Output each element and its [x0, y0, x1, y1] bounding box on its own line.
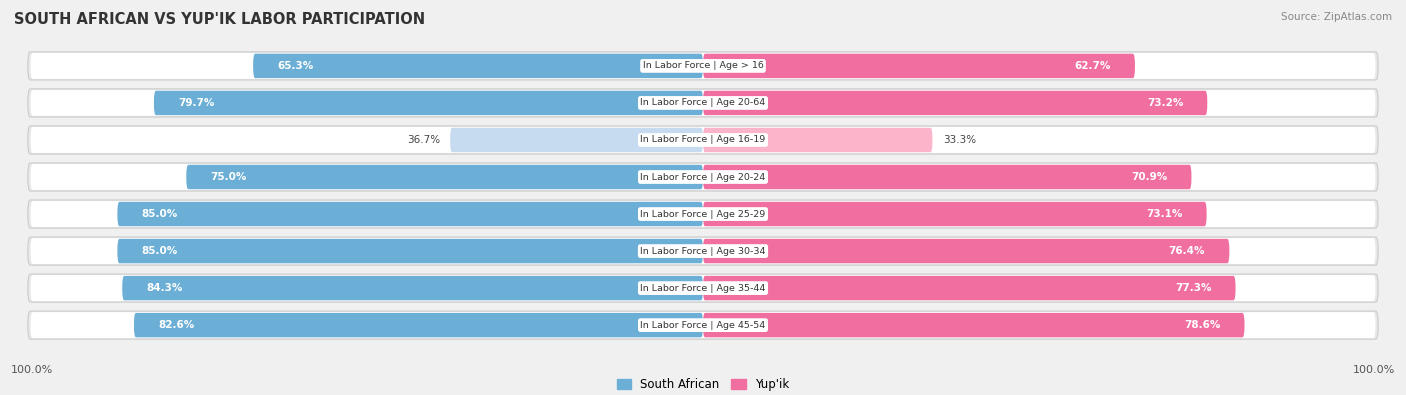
Text: 79.7%: 79.7% [179, 98, 214, 108]
FancyBboxPatch shape [186, 165, 703, 189]
Text: 33.3%: 33.3% [943, 135, 976, 145]
Text: 76.4%: 76.4% [1168, 246, 1205, 256]
FancyBboxPatch shape [703, 239, 1229, 263]
Text: In Labor Force | Age 30-34: In Labor Force | Age 30-34 [640, 246, 766, 256]
Text: In Labor Force | Age 45-54: In Labor Force | Age 45-54 [640, 321, 766, 330]
Legend: South African, Yup'ik: South African, Yup'ik [617, 378, 789, 391]
Text: 73.1%: 73.1% [1146, 209, 1182, 219]
Text: 36.7%: 36.7% [406, 135, 440, 145]
FancyBboxPatch shape [28, 52, 1378, 80]
Text: 65.3%: 65.3% [277, 61, 314, 71]
Text: 85.0%: 85.0% [142, 246, 177, 256]
Text: 70.9%: 70.9% [1130, 172, 1167, 182]
Text: 62.7%: 62.7% [1074, 61, 1111, 71]
FancyBboxPatch shape [31, 90, 1375, 116]
Text: 100.0%: 100.0% [1353, 365, 1395, 375]
Text: 75.0%: 75.0% [211, 172, 247, 182]
Text: 77.3%: 77.3% [1175, 283, 1212, 293]
Text: In Labor Force | Age 35-44: In Labor Force | Age 35-44 [640, 284, 766, 293]
FancyBboxPatch shape [28, 163, 1378, 191]
FancyBboxPatch shape [28, 89, 1378, 117]
FancyBboxPatch shape [31, 238, 1375, 264]
Text: 85.0%: 85.0% [142, 209, 177, 219]
Text: 100.0%: 100.0% [11, 365, 53, 375]
FancyBboxPatch shape [253, 54, 703, 78]
FancyBboxPatch shape [28, 200, 1378, 228]
FancyBboxPatch shape [703, 91, 1208, 115]
Text: In Labor Force | Age 20-64: In Labor Force | Age 20-64 [640, 98, 766, 107]
FancyBboxPatch shape [703, 165, 1191, 189]
Text: 78.6%: 78.6% [1184, 320, 1220, 330]
FancyBboxPatch shape [31, 53, 1375, 79]
FancyBboxPatch shape [703, 313, 1244, 337]
Text: 73.2%: 73.2% [1147, 98, 1184, 108]
FancyBboxPatch shape [134, 313, 703, 337]
FancyBboxPatch shape [31, 312, 1375, 338]
FancyBboxPatch shape [117, 202, 703, 226]
FancyBboxPatch shape [31, 127, 1375, 153]
FancyBboxPatch shape [28, 126, 1378, 154]
FancyBboxPatch shape [117, 239, 703, 263]
Text: In Labor Force | Age 20-24: In Labor Force | Age 20-24 [640, 173, 766, 182]
FancyBboxPatch shape [28, 237, 1378, 265]
Text: SOUTH AFRICAN VS YUP'IK LABOR PARTICIPATION: SOUTH AFRICAN VS YUP'IK LABOR PARTICIPAT… [14, 12, 425, 27]
Text: 84.3%: 84.3% [146, 283, 183, 293]
FancyBboxPatch shape [450, 128, 703, 152]
Text: Source: ZipAtlas.com: Source: ZipAtlas.com [1281, 12, 1392, 22]
FancyBboxPatch shape [28, 311, 1378, 339]
FancyBboxPatch shape [122, 276, 703, 300]
FancyBboxPatch shape [31, 275, 1375, 301]
FancyBboxPatch shape [31, 164, 1375, 190]
FancyBboxPatch shape [703, 276, 1236, 300]
FancyBboxPatch shape [28, 274, 1378, 302]
FancyBboxPatch shape [31, 201, 1375, 227]
FancyBboxPatch shape [703, 54, 1135, 78]
FancyBboxPatch shape [703, 202, 1206, 226]
Text: In Labor Force | Age 25-29: In Labor Force | Age 25-29 [640, 209, 766, 218]
Text: 82.6%: 82.6% [157, 320, 194, 330]
Text: In Labor Force | Age 16-19: In Labor Force | Age 16-19 [640, 135, 766, 145]
FancyBboxPatch shape [703, 128, 932, 152]
Text: In Labor Force | Age > 16: In Labor Force | Age > 16 [643, 61, 763, 70]
FancyBboxPatch shape [153, 91, 703, 115]
